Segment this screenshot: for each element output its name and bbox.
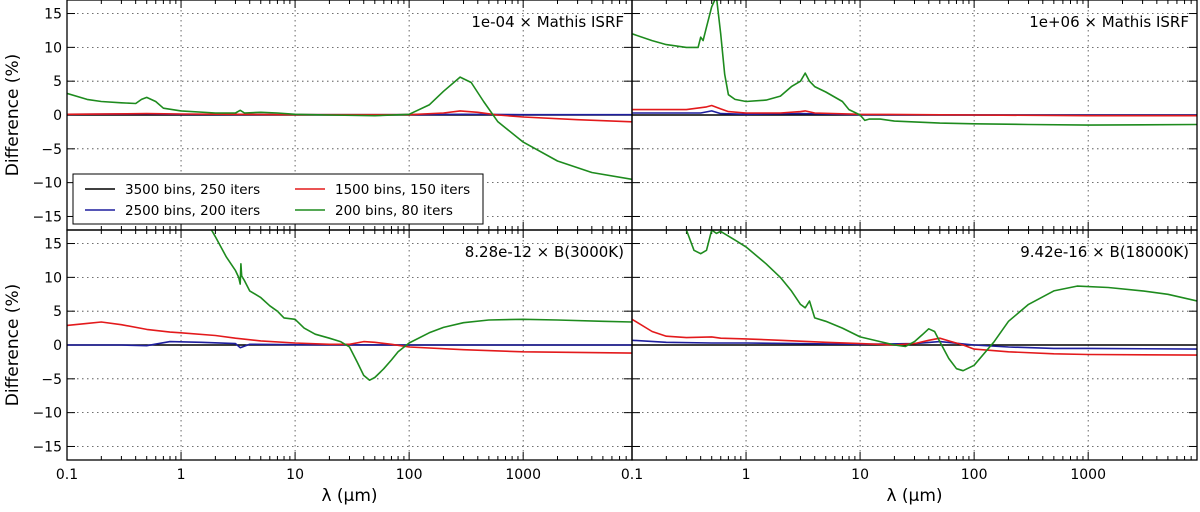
panel-frame bbox=[631, 229, 1198, 461]
x-tick-label: 1000 bbox=[505, 467, 541, 483]
y-tick-label: 0 bbox=[53, 108, 62, 124]
y-tick-label: −10 bbox=[32, 176, 62, 192]
x-tick-label: 1 bbox=[177, 467, 186, 483]
x-tick-label: 100 bbox=[961, 467, 988, 483]
y-tick-label: 10 bbox=[44, 40, 62, 56]
series-line-2 bbox=[67, 321, 632, 354]
legend-label: 1500 bins, 150 iters bbox=[335, 182, 470, 198]
y-tick-label: 15 bbox=[44, 7, 62, 23]
series-line-3 bbox=[685, 230, 1197, 372]
series-line-3 bbox=[210, 230, 632, 382]
x-tick-label: 0.1 bbox=[621, 467, 643, 483]
panel-annotation: 8.28e-12 × B(3000K) bbox=[465, 243, 624, 261]
y-tick-label: −15 bbox=[32, 439, 62, 455]
y-tick-label: 15 bbox=[44, 237, 62, 253]
series-line-2 bbox=[67, 110, 632, 123]
legend-label: 2500 bins, 200 iters bbox=[125, 203, 260, 219]
panel-annotation: 1e+06 × Mathis ISRF bbox=[1029, 13, 1189, 31]
y-tick-label: −5 bbox=[41, 372, 62, 388]
legend-label: 3500 bins, 250 iters bbox=[125, 182, 260, 198]
x-tick-label: 10 bbox=[851, 467, 869, 483]
x-axis-label: λ (μm) bbox=[321, 486, 377, 506]
series-line-2 bbox=[632, 318, 1197, 356]
legend-box bbox=[72, 173, 484, 225]
x-tick-label: 1 bbox=[742, 467, 751, 483]
series-line-3 bbox=[632, 0, 1197, 126]
series-line-2 bbox=[632, 104, 1197, 117]
panel-annotation: 1e-04 × Mathis ISRF bbox=[471, 13, 624, 31]
y-axis-label: Difference (%) bbox=[3, 54, 23, 176]
y-tick-label: 10 bbox=[44, 270, 62, 286]
series-line-3 bbox=[67, 76, 632, 181]
x-tick-label: 0.1 bbox=[56, 467, 78, 483]
x-tick-label: 1000 bbox=[1070, 467, 1106, 483]
x-axis-label: λ (μm) bbox=[886, 486, 942, 506]
legend-label: 200 bins, 80 iters bbox=[335, 203, 453, 219]
x-tick-label: 100 bbox=[396, 467, 423, 483]
x-tick-label: 10 bbox=[286, 467, 304, 483]
y-axis-label: Difference (%) bbox=[3, 284, 23, 406]
y-tick-label: 5 bbox=[53, 74, 62, 90]
y-tick-label: −5 bbox=[41, 142, 62, 158]
y-tick-label: 0 bbox=[53, 338, 62, 354]
y-tick-label: 5 bbox=[53, 304, 62, 320]
y-tick-label: −10 bbox=[32, 406, 62, 422]
panel-annotation: 9.42e-16 × B(18000K) bbox=[1020, 243, 1189, 261]
series-line-1 bbox=[632, 339, 1197, 350]
y-tick-label: −15 bbox=[32, 209, 62, 225]
